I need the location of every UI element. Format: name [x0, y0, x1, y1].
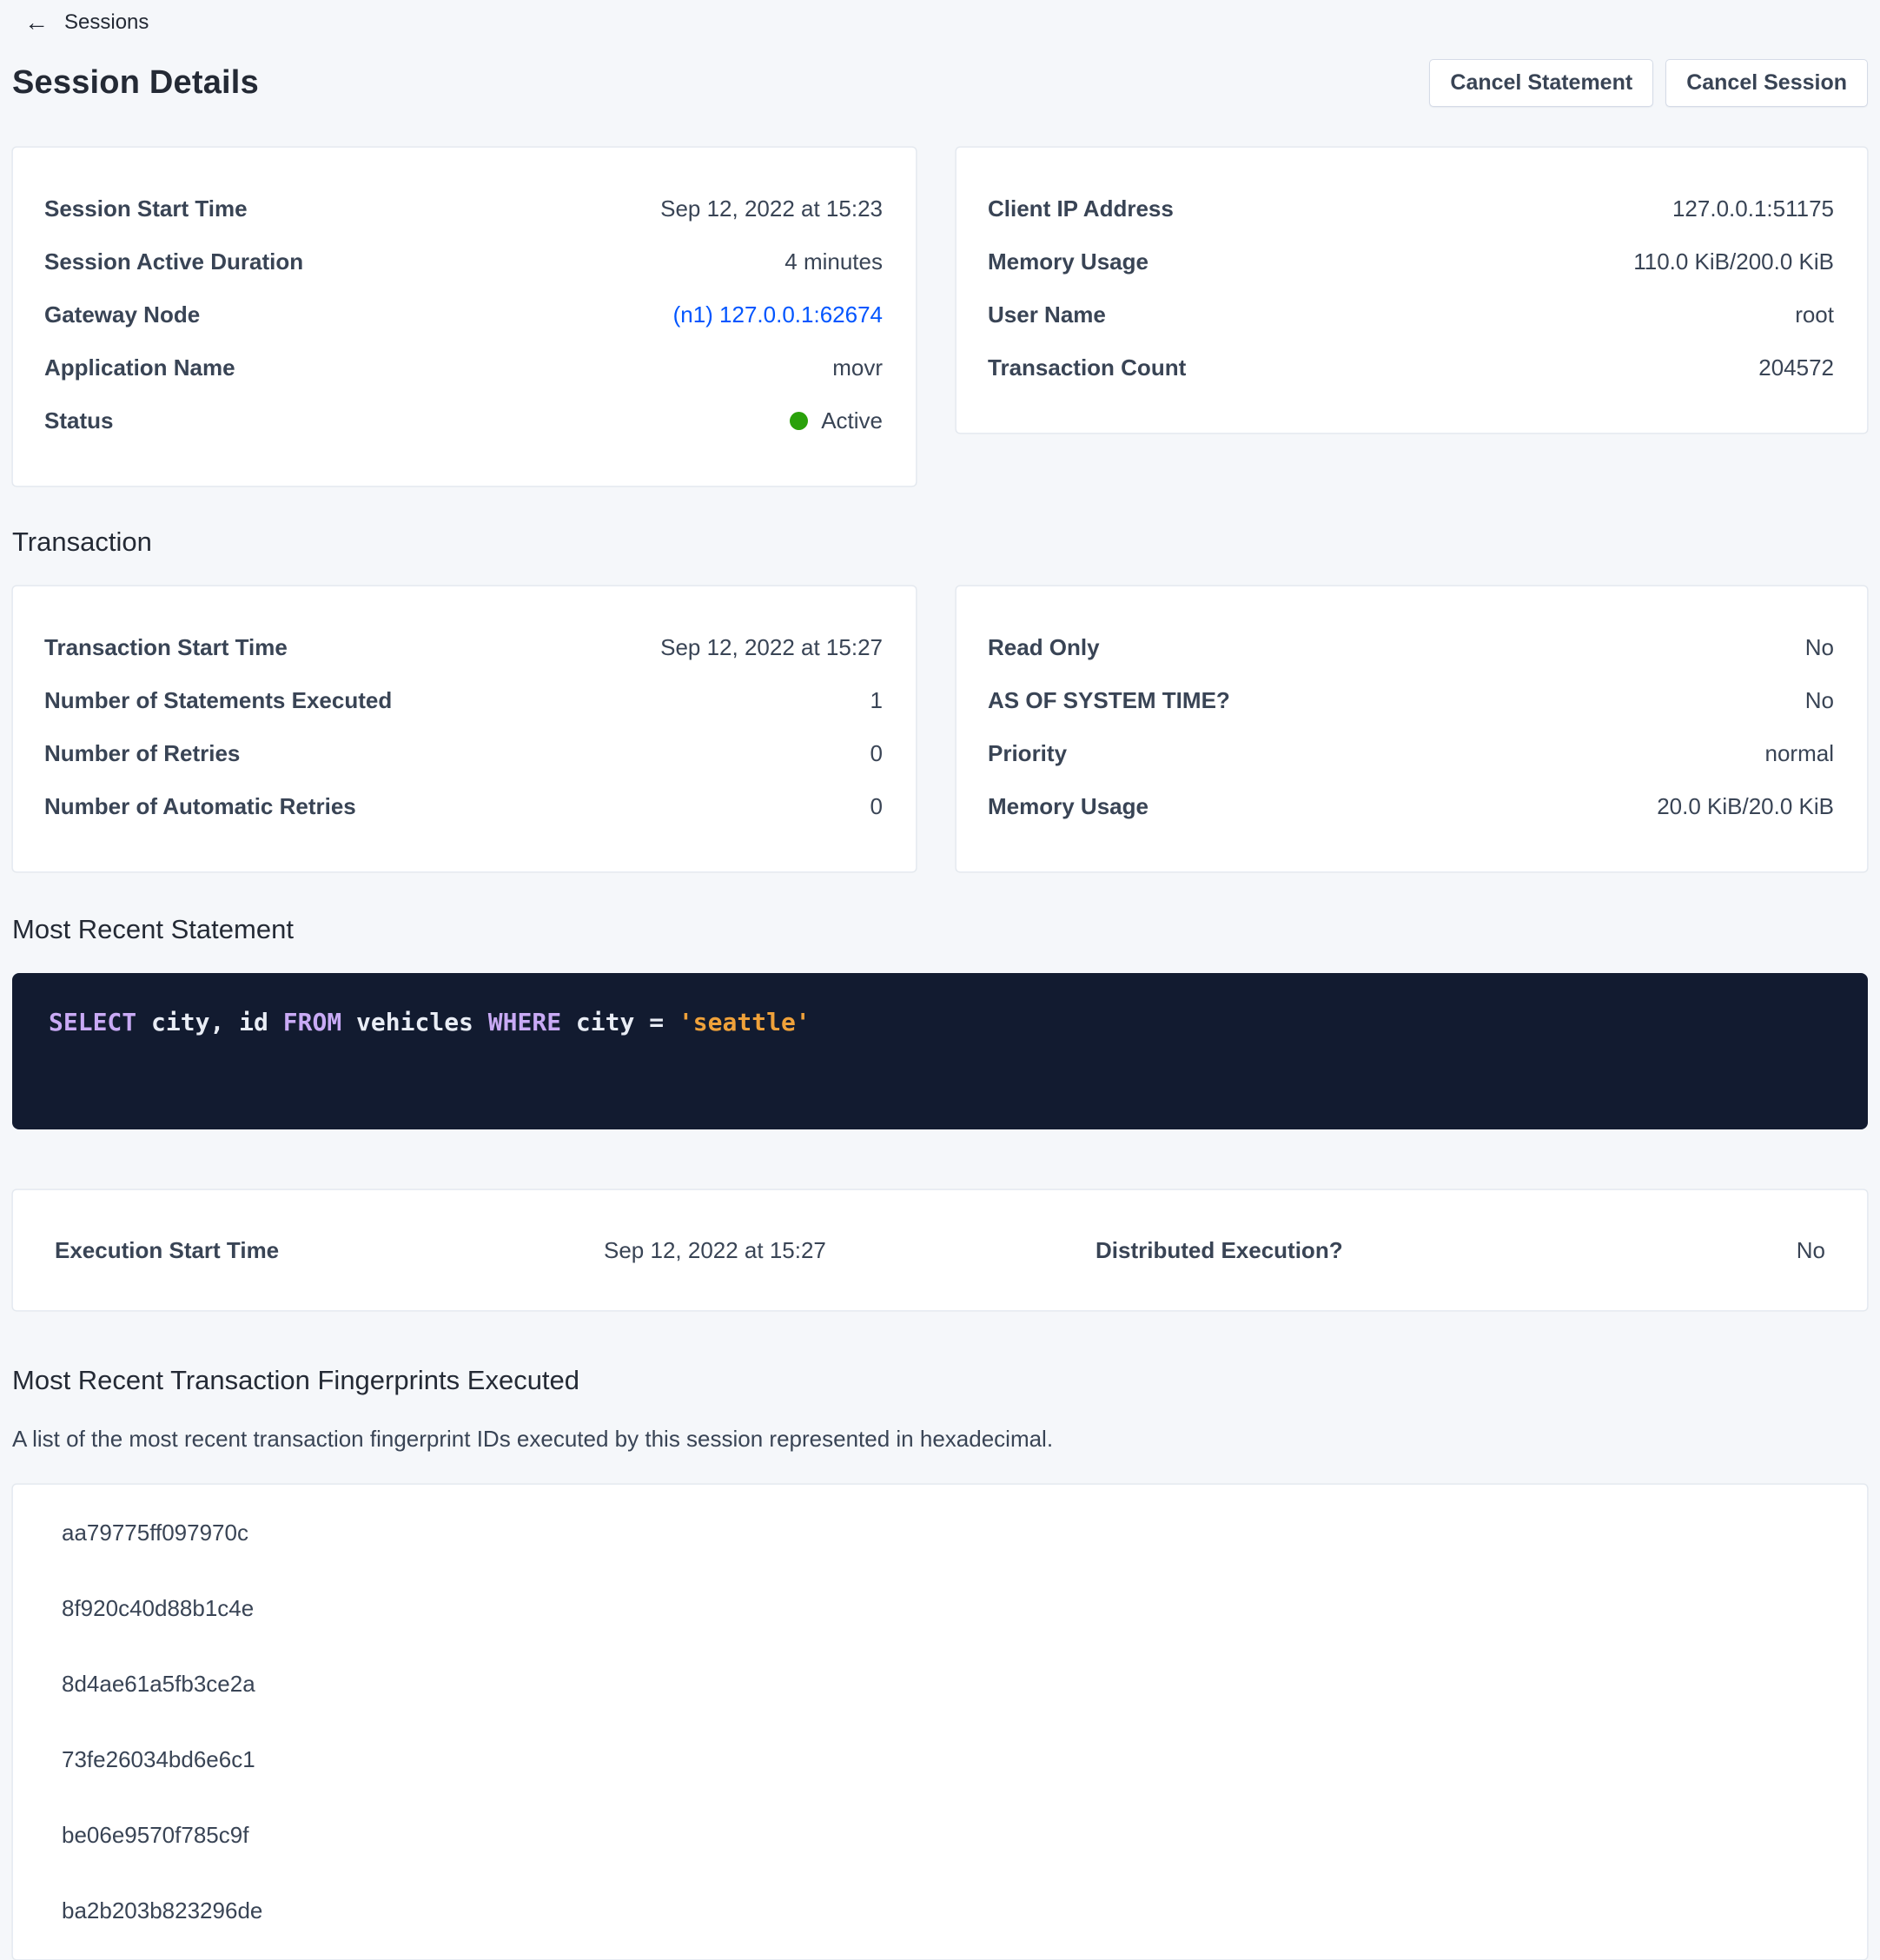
- statements-executed-value: 1: [870, 687, 883, 713]
- statement-section-heading: Most Recent Statement: [12, 914, 294, 944]
- header-buttons: Cancel Statement Cancel Session: [1429, 59, 1868, 107]
- execution-start-time-label: Execution Start Time: [55, 1236, 280, 1263]
- retries-label: Number of Retries: [44, 740, 241, 766]
- fingerprint-list-item: aa79775ff097970c: [62, 1520, 248, 1546]
- transaction-section-heading: Transaction: [12, 526, 152, 557]
- sql-token-identifier: city,: [151, 1008, 225, 1036]
- status-label: Status: [44, 407, 114, 434]
- transaction-count-label: Transaction Count: [988, 354, 1187, 381]
- statements-executed-label: Number of Statements Executed: [44, 687, 393, 713]
- user-name-row: User Name root: [988, 288, 1834, 341]
- transaction-count-value: 204572: [1758, 354, 1834, 381]
- application-name-row: Application Name movr: [44, 341, 883, 394]
- page-title: Session Details: [12, 64, 259, 101]
- read-only-row: Read Only No: [988, 621, 1834, 674]
- gateway-node-link[interactable]: (n1) 127.0.0.1:62674: [672, 301, 883, 328]
- session-summary-card-right: Client IP Address 127.0.0.1:51175 Memory…: [956, 147, 1868, 434]
- sql-statement-box: SELECT city, id FROM vehicles WHERE city…: [12, 973, 1868, 1129]
- retries-row: Number of Retries 0: [44, 727, 883, 780]
- as-of-system-time-label: AS OF SYSTEM TIME?: [988, 687, 1230, 713]
- session-start-time-value: Sep 12, 2022 at 15:23: [660, 195, 883, 222]
- execution-card: Execution Start Time Sep 12, 2022 at 15:…: [12, 1189, 1868, 1311]
- read-only-label: Read Only: [988, 634, 1100, 660]
- client-ip-value: 127.0.0.1:51175: [1671, 195, 1834, 222]
- session-active-duration-row: Session Active Duration 4 minutes: [44, 235, 883, 288]
- statements-executed-row: Number of Statements Executed 1: [44, 674, 883, 727]
- gateway-node-label: Gateway Node: [44, 301, 201, 328]
- status-row: Status Active: [44, 394, 883, 447]
- distributed-execution-label: Distributed Execution?: [1096, 1236, 1343, 1263]
- priority-value: normal: [1764, 740, 1834, 766]
- session-active-duration-value: 4 minutes: [784, 248, 883, 275]
- transaction-card-right: Read Only No AS OF SYSTEM TIME? No Prior…: [956, 586, 1868, 872]
- memory-usage-row: Memory Usage 110.0 KiB/200.0 KiB: [988, 235, 1834, 288]
- memory-usage-value: 110.0 KiB/200.0 KiB: [1633, 248, 1834, 275]
- page-header: Session Details Cancel Statement Cancel …: [12, 59, 1868, 107]
- automatic-retries-label: Number of Automatic Retries: [44, 793, 356, 819]
- status-badge: Active: [821, 407, 883, 434]
- breadcrumb-sessions-link[interactable]: Sessions: [64, 10, 149, 34]
- fingerprint-list-item: 8f920c40d88b1c4e: [62, 1595, 255, 1621]
- distributed-execution-value: No: [1796, 1236, 1825, 1263]
- client-ip-label: Client IP Address: [988, 195, 1174, 222]
- user-name-label: User Name: [988, 301, 1106, 328]
- as-of-system-time-row: AS OF SYSTEM TIME? No: [988, 674, 1834, 727]
- priority-label: Priority: [988, 740, 1068, 766]
- session-summary-section: Session Start Time Sep 12, 2022 at 15:23…: [12, 147, 1868, 487]
- memory-usage-label: Memory Usage: [988, 248, 1149, 275]
- transaction-start-time-row: Transaction Start Time Sep 12, 2022 at 1…: [44, 621, 883, 674]
- session-start-time-row: Session Start Time Sep 12, 2022 at 15:23: [44, 182, 883, 235]
- automatic-retries-row: Number of Automatic Retries 0: [44, 780, 883, 833]
- read-only-value: No: [1804, 634, 1834, 660]
- retries-value: 0: [870, 740, 883, 766]
- sql-token-keyword: FROM: [282, 1008, 342, 1036]
- back-arrow-icon[interactable]: ←: [24, 9, 49, 36]
- sql-token-keyword: SELECT: [49, 1008, 137, 1036]
- application-name-value: movr: [832, 354, 883, 381]
- gateway-node-row: Gateway Node (n1) 127.0.0.1:62674: [44, 288, 883, 341]
- sql-token-identifier: vehicles: [356, 1008, 473, 1036]
- fingerprint-list-item: 73fe26034bd6e6c1: [62, 1746, 255, 1772]
- automatic-retries-value: 0: [870, 793, 883, 819]
- txn-memory-usage-row: Memory Usage 20.0 KiB/20.0 KiB: [988, 780, 1834, 833]
- fingerprint-list-item: be06e9570f785c9f: [62, 1822, 249, 1848]
- cancel-statement-button[interactable]: Cancel Statement: [1429, 59, 1654, 107]
- session-start-time-label: Session Start Time: [44, 195, 248, 222]
- fingerprint-list-item: 8d4ae61a5fb3ce2a: [62, 1671, 255, 1697]
- application-name-label: Application Name: [44, 354, 235, 381]
- session-active-duration-label: Session Active Duration: [44, 248, 304, 275]
- client-ip-row: Client IP Address 127.0.0.1:51175: [988, 182, 1834, 235]
- sql-token-string: 'seattle': [678, 1008, 811, 1036]
- fingerprint-list-item: ba2b203b823296de: [62, 1897, 263, 1924]
- breadcrumb: ← Sessions: [12, 10, 1868, 35]
- fingerprints-card: aa79775ff097970c 8f920c40d88b1c4e 8d4ae6…: [12, 1484, 1868, 1960]
- txn-memory-usage-label: Memory Usage: [988, 793, 1149, 819]
- sql-token-identifier: id: [239, 1008, 268, 1036]
- session-summary-card-left: Session Start Time Sep 12, 2022 at 15:23…: [12, 147, 917, 487]
- fingerprints-section-description: A list of the most recent transaction fi…: [12, 1426, 1054, 1452]
- transaction-count-row: Transaction Count 204572: [988, 341, 1834, 394]
- transaction-card-left: Transaction Start Time Sep 12, 2022 at 1…: [12, 586, 917, 872]
- priority-row: Priority normal: [988, 727, 1834, 780]
- user-name-value: root: [1795, 301, 1834, 328]
- transaction-section: Transaction Start Time Sep 12, 2022 at 1…: [12, 586, 1868, 872]
- status-active-dot-icon: [790, 412, 809, 430]
- as-of-system-time-value: No: [1804, 687, 1834, 713]
- fingerprints-section-heading: Most Recent Transaction Fingerprints Exe…: [12, 1365, 580, 1395]
- sql-token-keyword: WHERE: [487, 1008, 562, 1036]
- sql-statement: SELECT city, id FROM vehicles WHERE city…: [49, 1008, 1831, 1036]
- transaction-start-time-label: Transaction Start Time: [44, 634, 288, 660]
- gateway-node-value: (n1) 127.0.0.1:62674: [673, 301, 883, 328]
- status-value: Active: [790, 407, 883, 434]
- transaction-start-time-value: Sep 12, 2022 at 15:27: [660, 634, 883, 660]
- cancel-session-button[interactable]: Cancel Session: [1665, 59, 1868, 107]
- txn-memory-usage-value: 20.0 KiB/20.0 KiB: [1657, 793, 1834, 819]
- execution-start-time-value: Sep 12, 2022 at 15:27: [604, 1236, 826, 1263]
- sql-token-operator: =: [649, 1008, 665, 1036]
- sql-token-identifier: city: [575, 1008, 635, 1036]
